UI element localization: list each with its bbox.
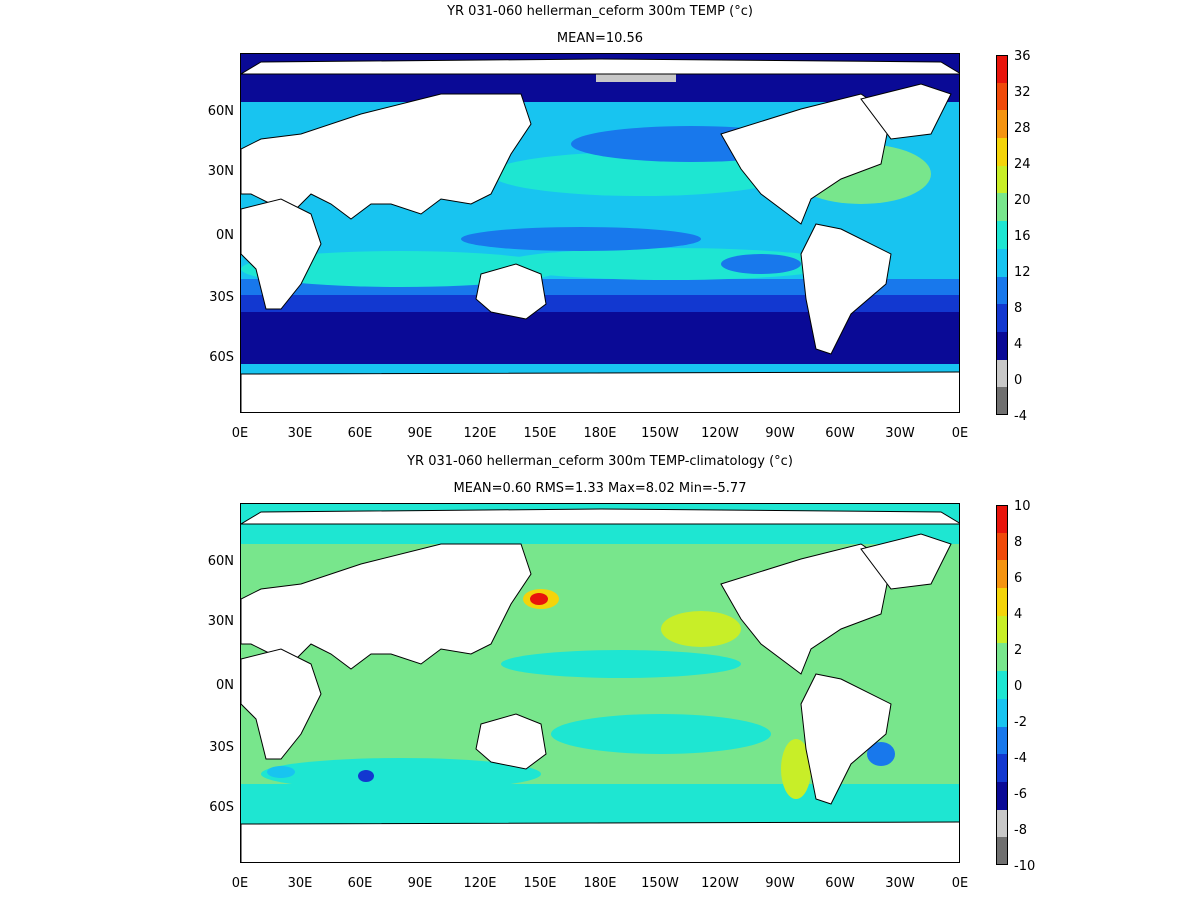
map-temperature [240,53,960,413]
lon-label: 180E [583,426,617,441]
colorbar-segment [996,809,1008,838]
colorbar-label: 10 [1014,499,1031,514]
colorbar-label: 2 [1014,643,1023,658]
colorbar-segment [996,560,1008,589]
colorbar-label: 20 [1014,193,1031,208]
lat-label: 0N [216,228,234,243]
lon-label: 60W [825,426,855,441]
colorbar-segment [996,276,1008,305]
lon-label: 150E [523,876,557,891]
lat-label: 60N [207,104,234,119]
colorbar-label: -10 [1014,859,1036,874]
colorbar-label: 16 [1014,229,1031,244]
panel-subtitle: MEAN=0.60 RMS=1.33 Max=8.02 Min=-5.77 [453,481,747,496]
colorbar-label: 4 [1014,337,1023,352]
colorbar [996,505,1008,866]
lon-label: 150E [523,426,557,441]
colorbar-label: -6 [1014,787,1027,802]
colorbar-label: 32 [1014,85,1031,100]
lon-label: 30E [287,426,313,441]
lon-label: 90E [407,426,433,441]
colorbar-label: 0 [1014,373,1023,388]
colorbar-label: -2 [1014,715,1027,730]
panel-title: YR 031-060 hellerman_ceform 300m TEMP (°… [447,4,753,19]
colorbar-segment [996,193,1008,222]
lon-label: 90W [765,426,795,441]
colorbar-label: 12 [1014,265,1031,280]
lon-label: 180E [583,876,617,891]
colorbar-segment [996,615,1008,644]
lat-label: 60N [207,554,234,569]
lon-label: 150W [641,426,679,441]
colorbar [996,55,1008,416]
lat-label: 60S [209,350,234,365]
colorbar-label: 36 [1014,49,1031,64]
colorbar-segment [996,781,1008,811]
colorbar-label: 0 [1014,679,1023,694]
colorbar-segment [996,248,1008,278]
colorbar-segment [996,837,1008,866]
colorbar-segment [996,726,1008,755]
colorbar-segment [996,387,1008,416]
lat-label: 30N [207,614,234,629]
colorbar-segment [996,110,1008,139]
panel-title: YR 031-060 hellerman_ceform 300m TEMP-cl… [407,454,793,469]
lon-label: 60E [347,426,373,441]
lon-label: 0E [951,876,969,891]
lon-label: 0E [951,426,969,441]
lon-label: 120W [701,426,739,441]
colorbar-segment [996,138,1008,167]
lon-label: 30W [885,876,915,891]
colorbar-label: -4 [1014,409,1027,424]
colorbar-label: 8 [1014,535,1023,550]
lon-label: 60E [347,876,373,891]
colorbar-segment [996,359,1008,388]
colorbar-segment [996,221,1008,250]
colorbar-segment [996,754,1008,783]
panel-temperature: YR 031-060 hellerman_ceform 300m TEMP (°… [207,4,1031,441]
panel-subtitle: MEAN=10.56 [556,31,644,46]
colorbar-segment [996,304,1008,333]
lon-label: 30W [885,426,915,441]
colorbar-label: 24 [1014,157,1031,172]
colorbar-segment [996,588,1008,617]
lon-label: 120E [463,876,497,891]
lon-label: 150W [641,876,679,891]
colorbar-label: 4 [1014,607,1023,622]
lat-label: 60S [209,800,234,815]
colorbar-segment [996,82,1008,111]
colorbar-segment [996,532,1008,561]
colorbar-segment [996,55,1008,84]
lat-label: 30S [209,740,234,755]
lat-label: 30S [209,290,234,305]
colorbar-frame [996,505,1008,865]
colorbar-frame [996,55,1008,415]
colorbar-label: 8 [1014,301,1023,316]
lon-label: 90W [765,876,795,891]
colorbar-segment [996,671,1008,700]
colorbar-segment [996,698,1008,728]
lon-label: 0E [231,876,249,891]
lon-label: 30E [287,876,313,891]
colorbar-label: -8 [1014,823,1027,838]
colorbar-segment [996,643,1008,672]
colorbar-label: 28 [1014,121,1031,136]
lon-label: 90E [407,876,433,891]
lat-label: 30N [207,164,234,179]
panel-temperature-anomaly: YR 031-060 hellerman_ceform 300m TEMP-cl… [0,450,1200,900]
colorbar-segment [996,331,1008,361]
lat-label: 0N [216,678,234,693]
colorbar-segment [996,505,1008,534]
lon-label: 60W [825,876,855,891]
colorbar-label: -4 [1014,751,1027,766]
lon-label: 120E [463,426,497,441]
lon-label: 0E [231,426,249,441]
map-temperature-anomaly [240,503,960,863]
lon-label: 120W [701,876,739,891]
colorbar-label: 6 [1014,571,1023,586]
colorbar-segment [996,165,1008,194]
